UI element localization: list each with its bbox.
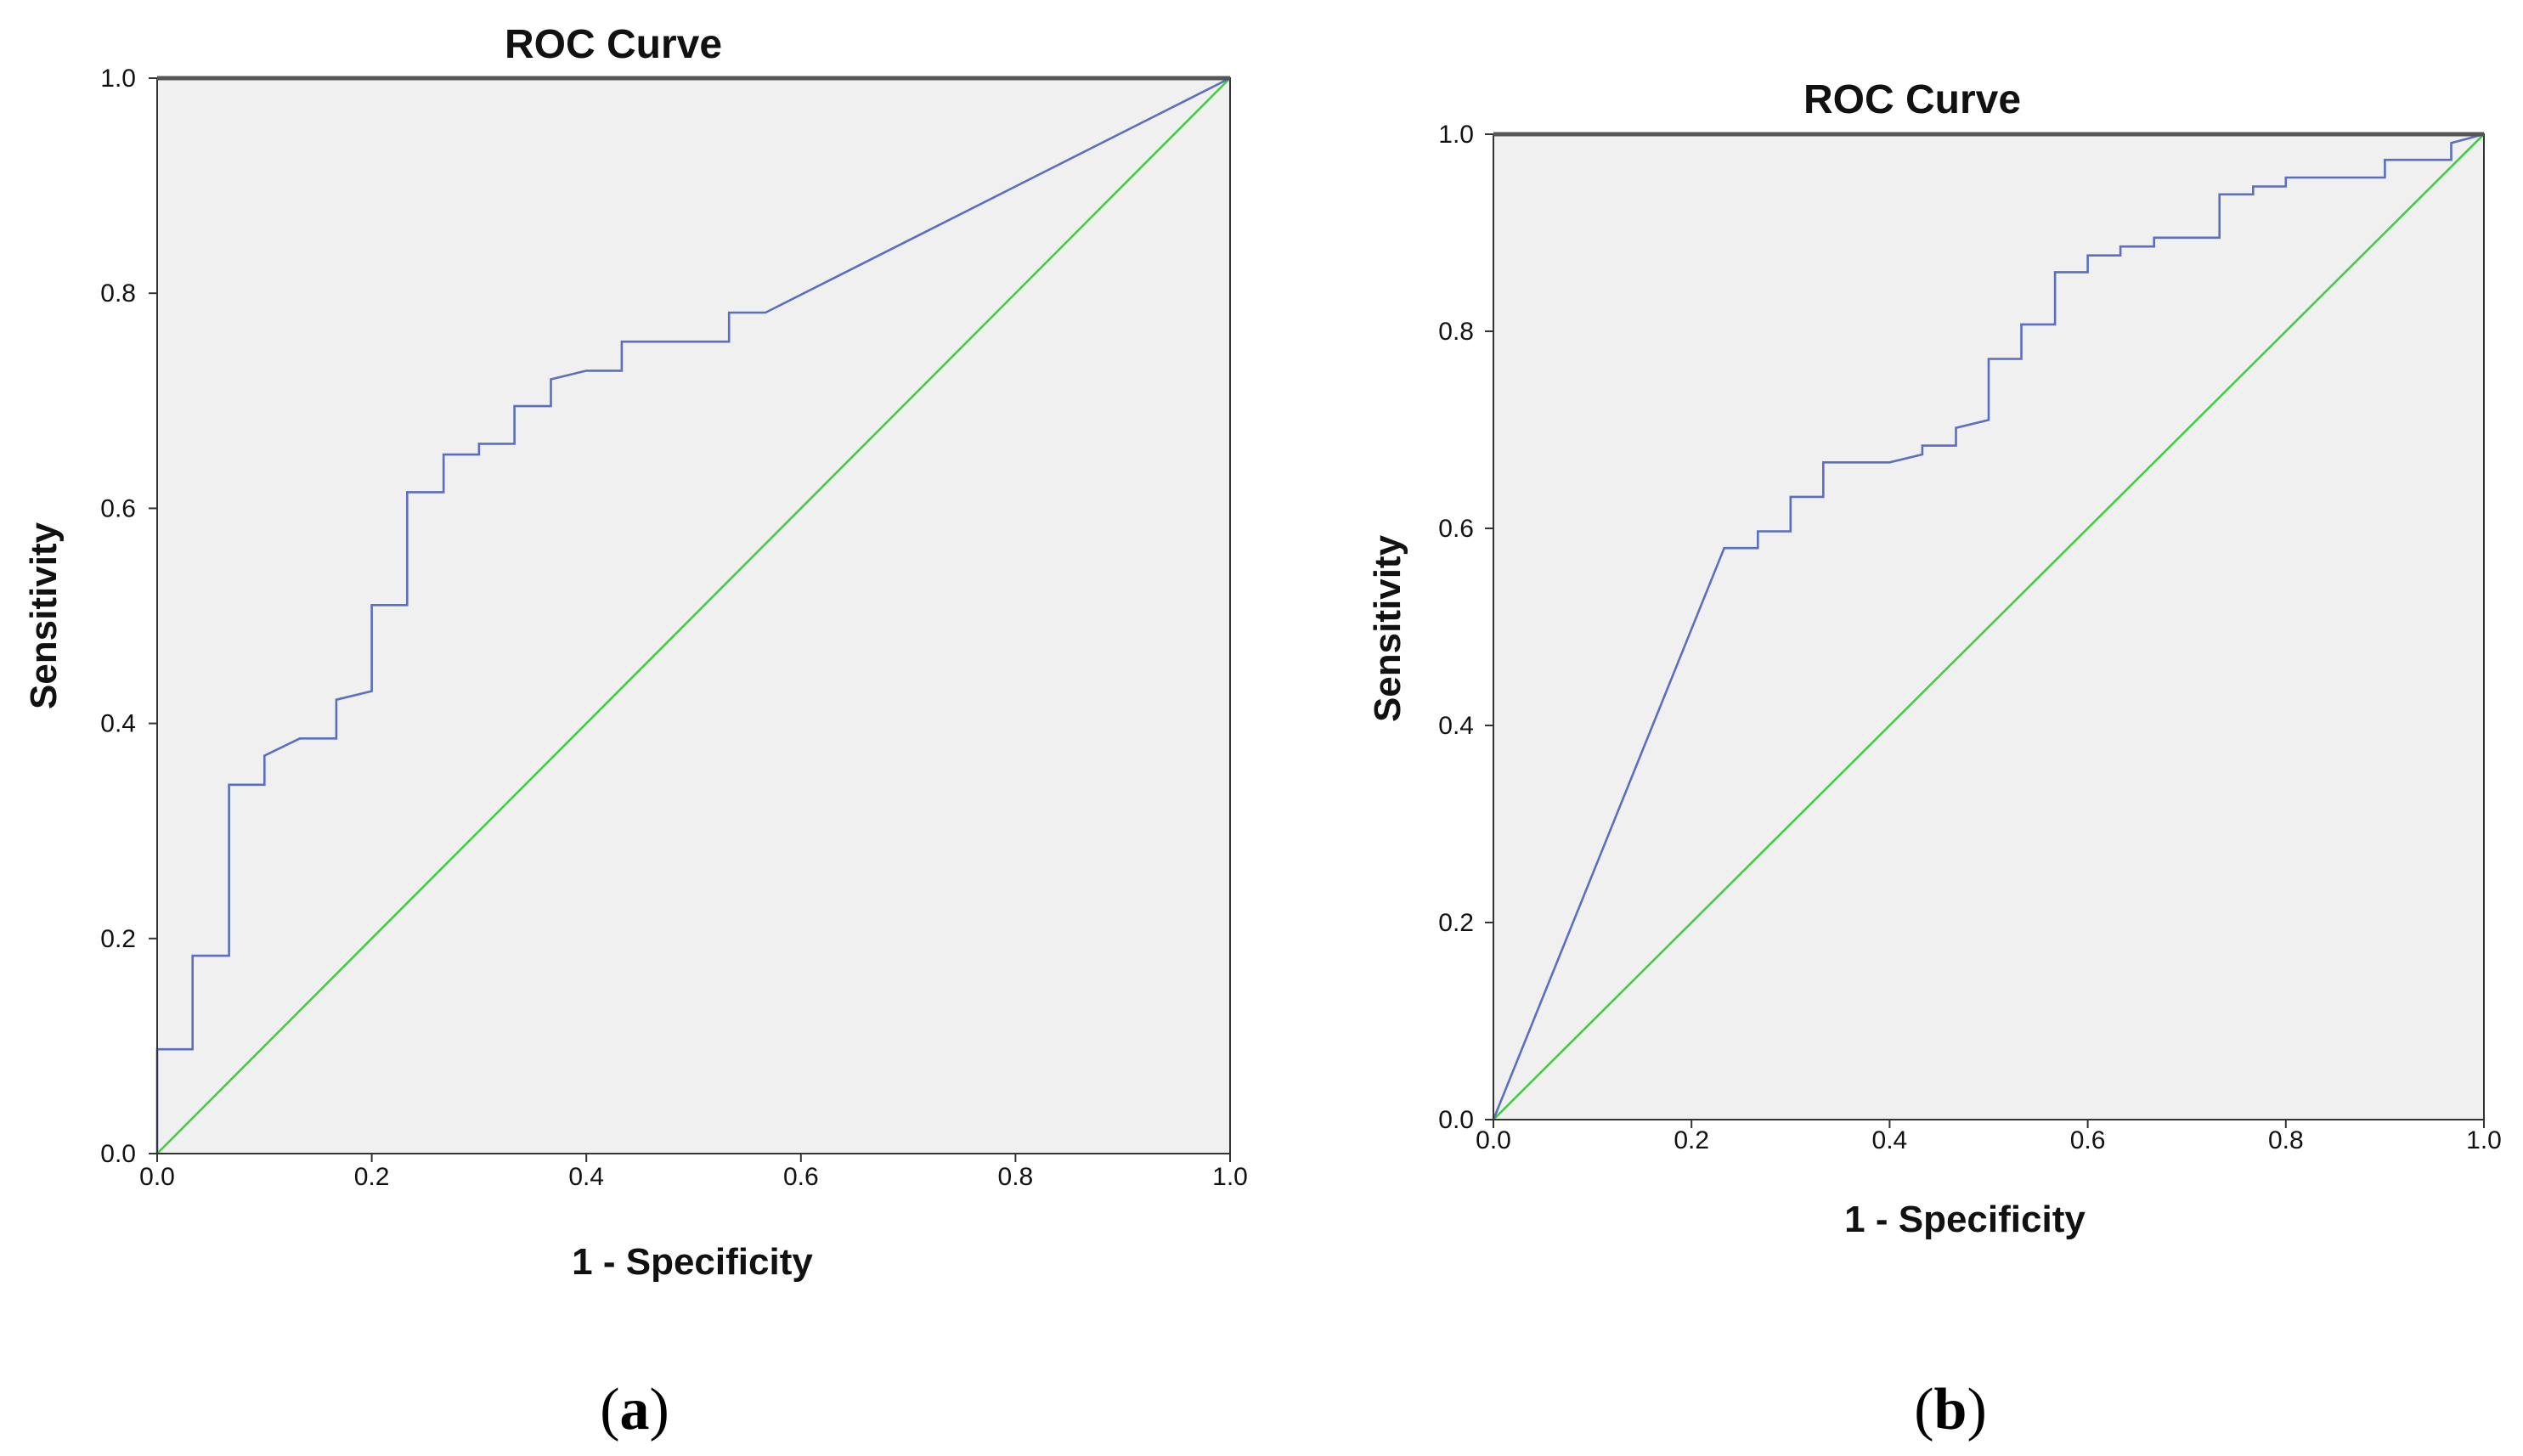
chart-a-y-axis-label: Sensitivity [23,522,65,709]
chart-b-y-tick-label: 0.6 [1438,515,1474,543]
chart-b-x-tick-label: 0.2 [1674,1126,1709,1154]
panel-a-letter: a [620,1377,650,1442]
chart-b-x-ticks: 0.0 0.2 0.4 0.6 0.8 1.0 [1476,1120,2502,1154]
chart-a-title: ROC Curve [505,22,722,67]
chart-b-y-tick-label: 0.4 [1438,712,1474,740]
chart-b-x-tick-label: 0.0 [1476,1126,1511,1154]
chart-a-x-tick-label: 0.8 [998,1163,1034,1191]
chart-b-y-tick-label: 0.8 [1438,318,1474,346]
chart-b-x-axis-label: 1 - Specificity [1844,1199,2086,1240]
chart-a-y-tick-label: 0.8 [100,279,136,308]
chart-b-reference-line-group [1493,133,2485,1120]
chart-a-y-ticks: 0.0 0.2 0.4 0.6 0.8 1.0 [100,65,157,1168]
panel-a-caption: (a) [600,1377,669,1442]
chart-a-x-ticks: 0.0 0.2 0.4 0.6 0.8 1.0 [139,1154,1248,1191]
chart-a-reference-line [156,77,1231,1154]
chart-b-reference-line [1493,133,2485,1120]
roc-chart-a: ROC Curve 0.0 0.2 0.4 0.6 0.8 1.0 0.00.20.40.… [23,22,1248,1442]
chart-b-title: ROC Curve [1803,77,2021,122]
chart-a-roc-curve [155,76,1231,1154]
chart-b-x-tick-label: 0.6 [2070,1126,2106,1154]
chart-b-roc-curve-group [1492,133,2485,1120]
chart-a-x-tick-label: 0.2 [354,1163,390,1191]
chart-a-roc-curve-group [155,76,1231,1154]
chart-a-reference-line-group [156,77,1231,1154]
chart-a-x-axis-label: 1 - Specificity [572,1241,813,1283]
chart-a-y-tick-label: 1.0 [100,65,136,93]
roc-chart-b: ROC Curve 0.0 0.2 0.4 0.6 0.8 1.0 0.00.20.40.… [1367,77,2502,1442]
panel-b-letter: b [1934,1377,1967,1442]
chart-b-x-tick-label: 1.0 [2466,1126,2502,1154]
panel-b-caption: (b) [1914,1377,1987,1442]
chart-a-x-tick-label: 0.6 [783,1163,819,1191]
chart-b-y-ticks: 0.0 0.2 0.4 0.6 0.8 1.0 [1438,121,1493,1134]
chart-a-x-tick-label: 0.4 [568,1163,604,1191]
chart-a-x-tick-label: 1.0 [1212,1163,1248,1191]
chart-b-y-axis-label: Sensitivity [1367,534,1408,722]
chart-a-x-tick-label: 0.0 [139,1163,175,1191]
chart-b-y-tick-label: 0.2 [1438,909,1474,937]
chart-a-y-tick-label: 0.4 [100,710,136,738]
chart-a-y-tick-label: 0.6 [100,494,136,522]
chart-b-y-tick-label: 0.0 [1438,1106,1474,1134]
chart-b-y-tick-label: 1.0 [1438,121,1474,149]
chart-b-x-tick-label: 0.8 [2268,1126,2304,1154]
chart-a-y-tick-label: 0.2 [100,925,136,953]
chart-b-x-tick-label: 0.4 [1872,1126,1908,1154]
chart-b-roc-curve [1492,133,2485,1120]
chart-a-y-tick-label: 0.0 [100,1140,136,1168]
